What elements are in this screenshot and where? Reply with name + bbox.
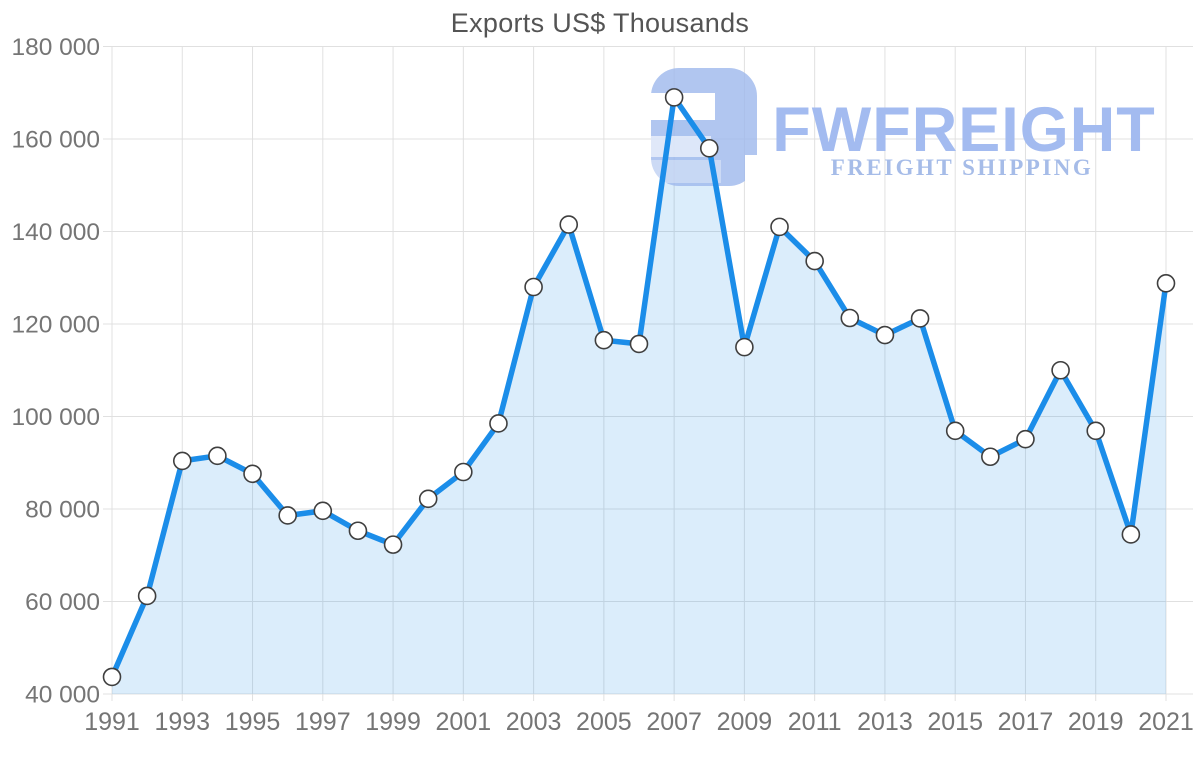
data-point-marker bbox=[1121, 525, 1141, 544]
data-point-marker bbox=[489, 414, 508, 433]
data-point-marker bbox=[383, 535, 403, 554]
x-tick-label: 2009 bbox=[717, 708, 773, 736]
y-tick-label: 180 000 bbox=[11, 34, 100, 61]
data-point-marker bbox=[805, 251, 824, 271]
data-point-marker bbox=[278, 506, 297, 525]
watermark-tagline-text: FREIGHT SHIPPING bbox=[831, 155, 1094, 180]
y-tick-label: 60 000 bbox=[25, 589, 100, 616]
series-markers bbox=[102, 88, 1176, 687]
data-point-marker bbox=[313, 501, 333, 521]
data-point-marker bbox=[559, 215, 579, 234]
data-point-marker bbox=[1051, 360, 1070, 380]
x-tick-label: 1995 bbox=[225, 708, 281, 736]
y-tick-label: 140 000 bbox=[11, 219, 100, 246]
y-tick-label: 40 000 bbox=[25, 682, 100, 709]
x-tick-label: 2013 bbox=[857, 708, 913, 736]
data-point-marker bbox=[770, 217, 789, 237]
y-axis-labels: 40 000 60 000 80 000 100 000 120 000 140 000 1… bbox=[11, 34, 100, 709]
x-axis-labels: 1991 1993 1995 1997 1999 2001 2003 2005 2007 2009… bbox=[84, 708, 1194, 736]
data-point-marker bbox=[102, 667, 122, 687]
y-tick-label: 100 000 bbox=[11, 404, 100, 431]
data-point-marker bbox=[137, 586, 157, 606]
x-tick-label: 2003 bbox=[506, 708, 562, 736]
data-point-marker bbox=[172, 451, 192, 471]
logo-mark-notch bbox=[745, 155, 757, 186]
watermark-brand-text: FWFREIGHT bbox=[772, 95, 1155, 165]
data-point-marker bbox=[454, 462, 473, 482]
y-tick-label: 120 000 bbox=[11, 312, 100, 339]
data-point-marker bbox=[910, 309, 930, 328]
x-tick-label: 1999 bbox=[365, 708, 421, 736]
data-point-marker bbox=[664, 88, 684, 107]
x-tick-label: 2007 bbox=[646, 708, 702, 736]
data-point-marker bbox=[348, 521, 368, 541]
data-point-marker bbox=[524, 277, 543, 297]
x-tick-label: 1991 bbox=[84, 708, 140, 736]
data-point-marker bbox=[1086, 421, 1106, 441]
data-point-marker bbox=[699, 138, 719, 158]
x-tick-label: 1997 bbox=[295, 708, 351, 736]
data-point-marker bbox=[629, 334, 649, 354]
logo-mark-notch bbox=[651, 160, 721, 183]
x-tick-label: 2021 bbox=[1138, 708, 1194, 736]
data-point-marker bbox=[735, 337, 754, 357]
data-point-marker bbox=[594, 330, 614, 350]
data-point-marker bbox=[418, 489, 438, 509]
data-point-marker bbox=[945, 421, 965, 441]
y-tick-label: 80 000 bbox=[25, 497, 100, 524]
data-point-marker bbox=[1016, 429, 1035, 449]
data-point-marker bbox=[981, 447, 1000, 467]
data-point-marker bbox=[840, 308, 860, 328]
chart-title: Exports US$ Thousands bbox=[450, 8, 750, 38]
data-point-marker bbox=[1156, 273, 1176, 293]
y-tick-label: 160 000 bbox=[11, 127, 100, 154]
x-tick-label: 2011 bbox=[788, 708, 842, 736]
x-tick-label: 2017 bbox=[998, 708, 1054, 736]
data-point-marker bbox=[875, 325, 895, 345]
x-tick-label: 2005 bbox=[576, 708, 632, 736]
data-point-marker bbox=[208, 446, 227, 466]
x-tick-label: 2001 bbox=[436, 708, 492, 736]
x-tick-label: 2019 bbox=[1068, 708, 1124, 736]
data-point-marker bbox=[243, 464, 262, 484]
x-tick-label: 1993 bbox=[154, 708, 210, 736]
x-tick-label: 2015 bbox=[927, 708, 983, 736]
series-area-fill bbox=[112, 97, 1166, 694]
